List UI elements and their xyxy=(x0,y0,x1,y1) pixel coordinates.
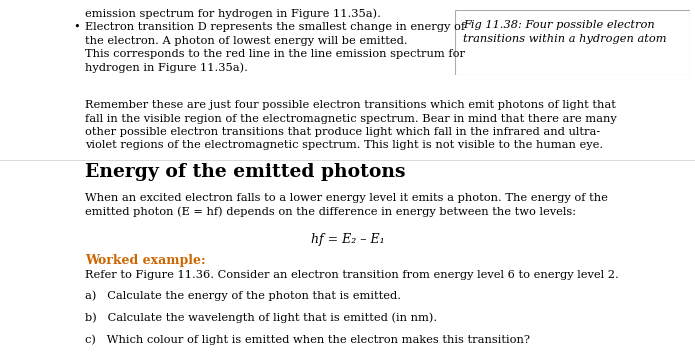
Text: a)   Calculate the energy of the photon that is emitted.: a) Calculate the energy of the photon th… xyxy=(85,290,401,300)
Text: When an excited electron falls to a lower energy level it emits a photon. The en: When an excited electron falls to a lowe… xyxy=(85,193,608,203)
Text: •: • xyxy=(73,22,80,32)
Text: Fig 11.38: Four possible electron: Fig 11.38: Four possible electron xyxy=(463,20,655,30)
Text: hydrogen in Figure 11.35a).: hydrogen in Figure 11.35a). xyxy=(85,63,248,73)
Text: emitted photon (E = hf) depends on the difference in energy between the two leve: emitted photon (E = hf) depends on the d… xyxy=(85,206,576,217)
Text: fall in the visible region of the electromagnetic spectrum. Bear in mind that th: fall in the visible region of the electr… xyxy=(85,114,616,123)
Text: Worked example:: Worked example: xyxy=(85,254,206,267)
Text: This corresponds to the red line in the line emission spectrum for: This corresponds to the red line in the … xyxy=(85,49,465,59)
Text: b)   Calculate the wavelength of light that is emitted (in nm).: b) Calculate the wavelength of light tha… xyxy=(85,312,437,323)
Text: hf = E₂ – E₁: hf = E₂ – E₁ xyxy=(311,233,384,246)
Text: Refer to Figure 11.36. Consider an electron transition from energy level 6 to en: Refer to Figure 11.36. Consider an elect… xyxy=(85,270,619,280)
Text: c)   Which colour of light is emitted when the electron makes this transition?: c) Which colour of light is emitted when… xyxy=(85,334,530,345)
Text: other possible electron transitions that produce light which fall in the infrare: other possible electron transitions that… xyxy=(85,127,600,137)
Text: Remember these are just four possible electron transitions which emit photons of: Remember these are just four possible el… xyxy=(85,100,616,110)
Text: emission spectrum for hydrogen in Figure 11.35a).: emission spectrum for hydrogen in Figure… xyxy=(85,8,381,18)
Text: Energy of the emitted photons: Energy of the emitted photons xyxy=(85,163,405,181)
Text: transitions within a hydrogen atom: transitions within a hydrogen atom xyxy=(463,34,667,43)
FancyBboxPatch shape xyxy=(455,10,690,75)
Text: violet regions of the electromagnetic spectrum. This light is not visible to the: violet regions of the electromagnetic sp… xyxy=(85,140,603,151)
Text: the electron. A photon of lowest energy will be emitted.: the electron. A photon of lowest energy … xyxy=(85,35,408,46)
Text: Electron transition D represents the smallest change in energy of: Electron transition D represents the sma… xyxy=(85,22,465,32)
